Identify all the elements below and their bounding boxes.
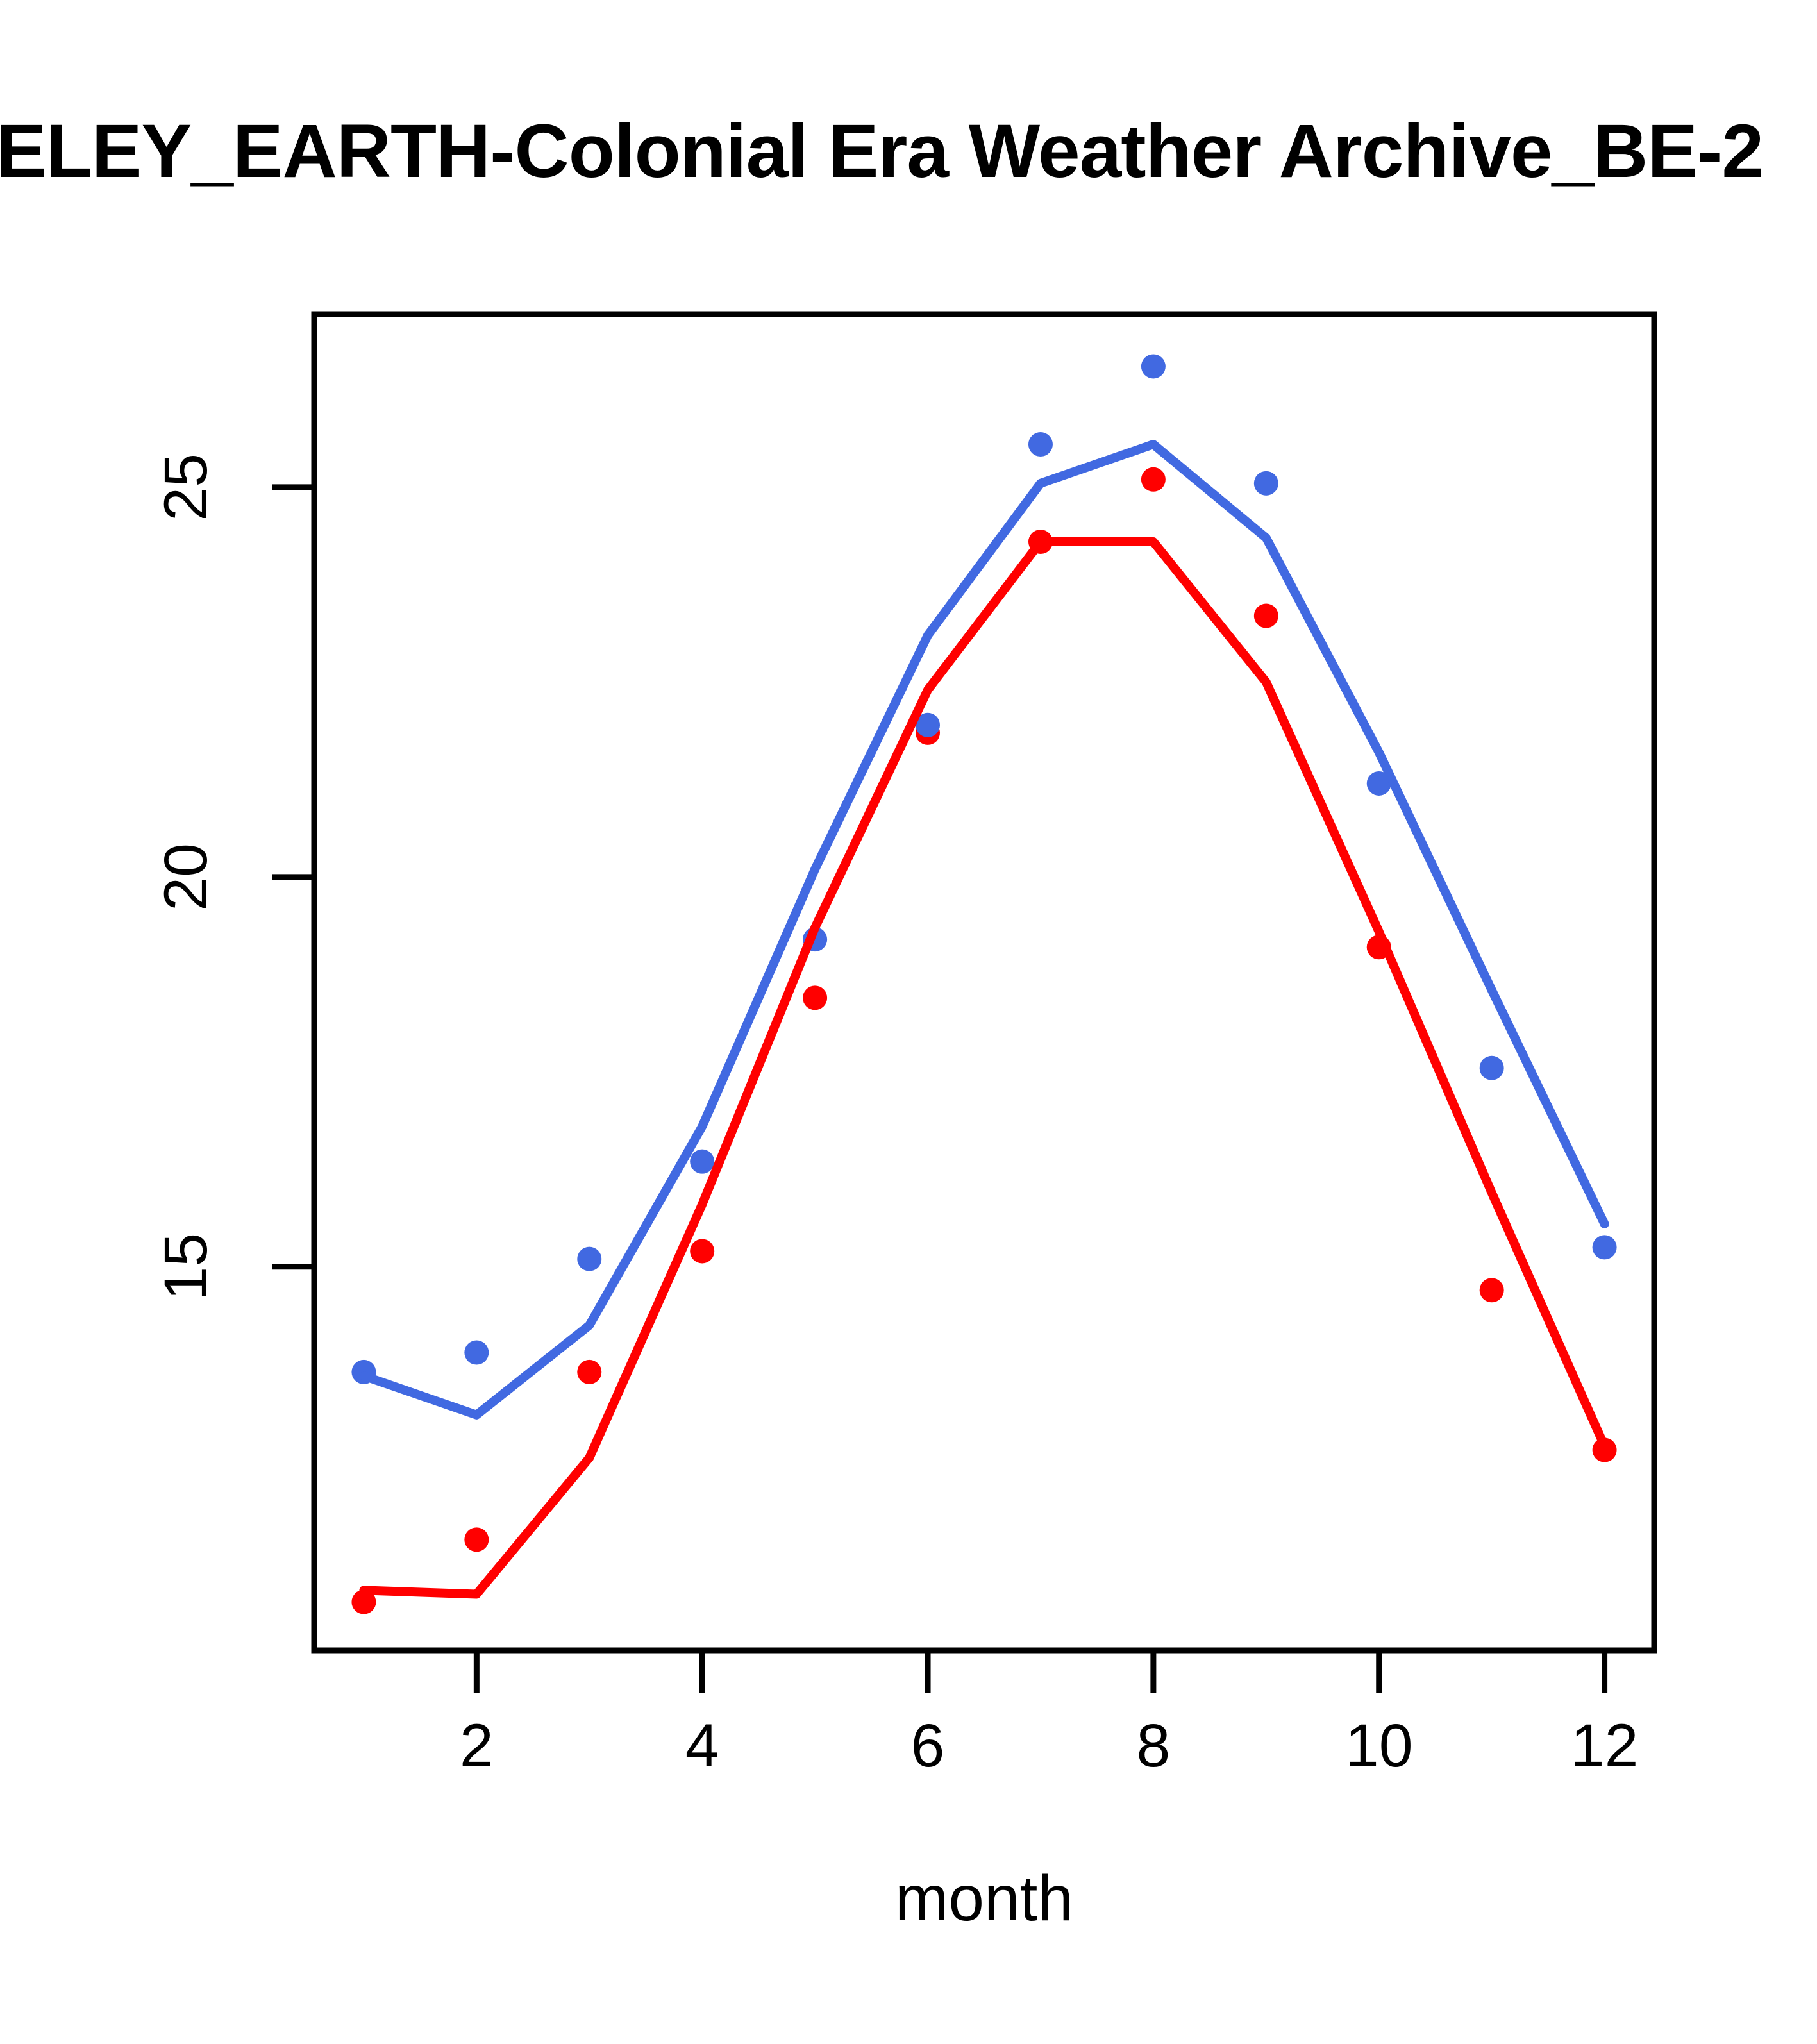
data-point-red-points	[351, 1589, 376, 1614]
data-point-blue-points	[1592, 1235, 1617, 1260]
data-point-blue-points	[1366, 771, 1391, 796]
y-tick-label: 15	[152, 1233, 220, 1301]
x-tick-label: 4	[685, 1712, 719, 1780]
data-point-red-points	[577, 1359, 602, 1384]
data-point-blue-points	[690, 1149, 715, 1174]
x-tick-label: 10	[1345, 1712, 1413, 1780]
y-tick-label: 25	[152, 453, 220, 521]
data-point-blue-points	[577, 1246, 602, 1271]
series-line-blue-line	[359, 440, 1609, 1420]
y-tick-label: 20	[152, 843, 220, 911]
data-point-red-points	[464, 1527, 489, 1552]
data-point-blue-points	[1141, 354, 1166, 379]
data-point-blue-points	[464, 1340, 489, 1365]
plot-title: ELEY_EARTH-Colonial Era Weather Archive_…	[0, 109, 1764, 194]
data-point-red-points	[690, 1239, 715, 1264]
x-tick-label: 8	[1136, 1712, 1170, 1780]
x-axis-label: month	[895, 1863, 1073, 1934]
x-tick-label: 12	[1571, 1712, 1639, 1780]
data-point-red-points	[803, 985, 828, 1010]
data-point-blue-points	[1028, 432, 1053, 457]
data-point-blue-points	[1253, 471, 1278, 496]
data-point-red-points	[1253, 603, 1278, 628]
x-tick-label: 6	[911, 1712, 945, 1780]
x-tick-label: 2	[460, 1712, 494, 1780]
series-line-red-line	[359, 537, 1609, 1599]
plot-box	[311, 311, 1657, 1654]
data-point-red-points	[1141, 467, 1166, 492]
data-point-blue-points	[916, 712, 941, 737]
data-point-blue-points	[1479, 1055, 1504, 1080]
data-point-red-points	[1479, 1278, 1504, 1303]
